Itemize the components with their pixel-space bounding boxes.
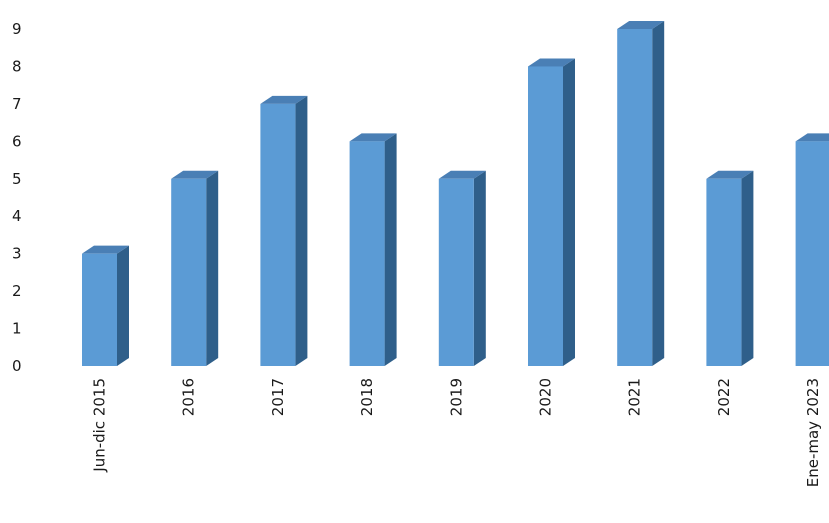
bar-top xyxy=(617,21,665,29)
bar-front xyxy=(617,29,653,366)
x-axis-labels: Jun-dic 2015 2016 2017 2018 2019 2020 2021 2022… xyxy=(91,378,823,487)
bar-top xyxy=(795,133,829,142)
y-tick-label: 0 xyxy=(12,357,22,375)
y-tick-label: 5 xyxy=(12,170,22,188)
y-tick-label: 2 xyxy=(12,282,22,300)
bar-front xyxy=(706,178,742,366)
bar-side xyxy=(473,170,486,366)
bar-front xyxy=(82,253,117,366)
bar-front xyxy=(171,178,207,366)
bar-front xyxy=(260,103,296,366)
bar-front xyxy=(795,141,829,366)
bar-side xyxy=(741,170,754,366)
x-category-label: 2017 xyxy=(269,378,287,416)
y-tick-label: 4 xyxy=(12,207,22,225)
y-tick-label: 9 xyxy=(12,20,22,38)
bar xyxy=(260,95,308,366)
bar xyxy=(795,133,829,366)
bar-side xyxy=(117,245,129,366)
bar-side xyxy=(206,170,219,366)
bar-top xyxy=(349,133,397,142)
y-tick-label: 3 xyxy=(12,245,22,263)
bar-side xyxy=(652,21,665,366)
y-tick-label: 1 xyxy=(12,320,22,338)
bar-top xyxy=(528,58,575,67)
bar xyxy=(617,21,665,366)
y-tick-label: 6 xyxy=(12,132,22,150)
y-axis-ticks: 0 1 2 3 4 5 6 7 8 9 xyxy=(12,20,22,375)
bar-top xyxy=(438,170,486,179)
x-category-label: 2016 xyxy=(180,378,198,416)
bars xyxy=(82,21,829,366)
bar xyxy=(528,58,575,366)
x-category-label: 2022 xyxy=(715,378,733,416)
bar-side xyxy=(295,95,308,366)
x-category-label: 2019 xyxy=(447,378,465,416)
x-category-label: Ene-may 2023 xyxy=(804,378,822,487)
bar-front xyxy=(349,141,385,366)
y-tick-label: 7 xyxy=(12,95,22,113)
bar-front xyxy=(438,178,474,366)
bar xyxy=(438,170,486,366)
x-category-label: 2021 xyxy=(626,378,644,416)
x-category-label: Jun-dic 2015 xyxy=(91,378,109,473)
bar-top xyxy=(260,95,308,104)
y-tick-label: 8 xyxy=(12,57,22,75)
bar-top xyxy=(706,170,754,179)
x-category-label: 2020 xyxy=(537,378,555,416)
x-category-label: 2018 xyxy=(358,378,376,416)
bar-side xyxy=(384,133,397,366)
bar-top xyxy=(82,245,129,254)
bar xyxy=(706,170,754,366)
bar xyxy=(82,245,129,366)
bar xyxy=(349,133,397,366)
bar-top xyxy=(171,170,219,179)
bar xyxy=(171,170,219,366)
bar-side xyxy=(563,58,575,366)
bar-front xyxy=(528,66,563,366)
